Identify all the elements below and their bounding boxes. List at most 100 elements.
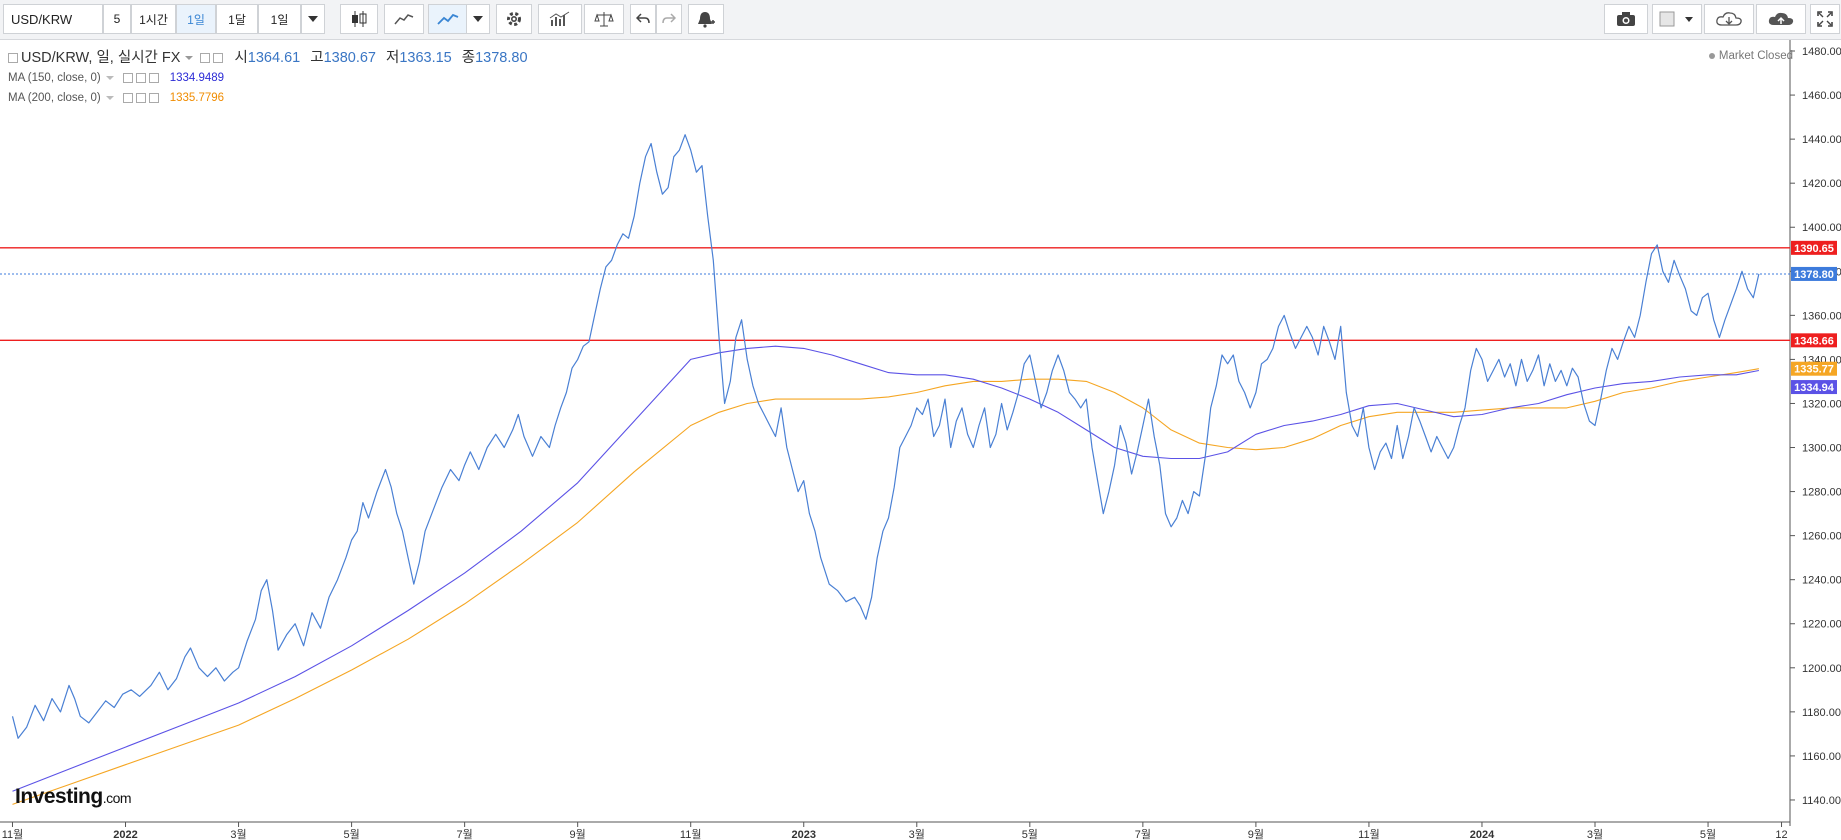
y-tick-label: 1140.00 xyxy=(1802,795,1841,807)
cloud-load-button[interactable] xyxy=(1704,4,1754,34)
y-tick-label: 1280.00 xyxy=(1802,487,1841,499)
x-tick-label: 3월 xyxy=(1587,828,1603,840)
candlestick-chart-button[interactable] xyxy=(340,4,378,34)
collapse-legend-icon[interactable] xyxy=(8,53,18,63)
x-axis[interactable]: 11월 2022 3월 5월 7월 9월 11월 2023 3월 5월 7월 9월 11월 2024 3월 5… xyxy=(2,822,1788,840)
settings-button[interactable] xyxy=(496,4,532,34)
gear-icon[interactable] xyxy=(213,53,224,63)
y-tick-label: 1480.00 xyxy=(1802,46,1841,58)
chevron-down-icon xyxy=(308,16,318,22)
line-chart-icon xyxy=(437,13,459,25)
x-tick-label: 5월 xyxy=(1022,828,1038,840)
legend-ma150-row: MA (150, close, 0) 1334.9489 xyxy=(8,69,528,87)
close-label: 종 xyxy=(461,50,476,66)
compare-button[interactable] xyxy=(584,4,624,34)
screenshot-button[interactable] xyxy=(1604,4,1648,34)
undo-button[interactable] xyxy=(630,4,656,34)
fullscreen-icon xyxy=(1817,11,1833,27)
y-tick-label: 1220.00 xyxy=(1802,619,1841,631)
x-tick-label: 2023 xyxy=(792,829,816,840)
redo-button[interactable] xyxy=(656,4,682,34)
high-value: 1380.67 xyxy=(323,50,376,66)
y-tick-label: 1240.00 xyxy=(1802,575,1841,587)
chart-frame xyxy=(0,40,1791,826)
y-tick-label: 1420.00 xyxy=(1802,178,1841,190)
chevron-down-icon xyxy=(473,16,483,22)
legend-main-row: USD/KRW, 일, 실시간 FX 시 1364.61 고 1380.67 저… xyxy=(8,49,528,67)
gear-icon[interactable] xyxy=(135,93,146,103)
fullscreen-button[interactable] xyxy=(1810,4,1840,34)
chevron-down-icon[interactable] xyxy=(105,74,115,82)
open-label: 시 xyxy=(234,50,248,66)
area-chart-icon xyxy=(394,14,414,25)
eye-icon[interactable] xyxy=(122,73,133,83)
y-tick-label: 1160.00 xyxy=(1802,751,1841,763)
current-price-tag-box xyxy=(1791,266,1837,281)
series-line-ma150 xyxy=(12,345,1760,792)
logo-main: Investing xyxy=(15,785,103,808)
series-line-ma200 xyxy=(12,368,1759,805)
interval-1hour-button[interactable]: 1시간 xyxy=(131,4,176,34)
price-tags: 1390.65 1348.66 1378.80 1335.77 1334.94 xyxy=(1791,240,1837,395)
close-icon[interactable] xyxy=(148,73,159,83)
y-tick-label: 1360.00 xyxy=(1802,310,1841,322)
x-tick-label: 11월 xyxy=(1358,828,1380,840)
x-tick-label: 11월 xyxy=(680,828,702,840)
y-tick-label: 1320.00 xyxy=(1802,398,1841,410)
y-tick-label: 1260.00 xyxy=(1802,531,1841,543)
ma200-price-tag-box xyxy=(1791,361,1837,376)
y-axis[interactable]: 1140.00 1160.00 1180.00 1200.00 1220.00 1240.… xyxy=(1790,46,1841,807)
eye-icon[interactable] xyxy=(200,53,211,63)
ma150-value: 1334.9489 xyxy=(169,72,225,84)
y-tick-label: 1200.00 xyxy=(1802,663,1841,675)
support-price-tag-text: 1348.66 xyxy=(1794,335,1834,347)
y-tick-label: 1440.00 xyxy=(1802,134,1841,146)
legend-title: USD/KRW, 일, 실시간 FX xyxy=(21,50,181,66)
market-status-text: Market Closed xyxy=(1718,50,1793,62)
cloud-save-button[interactable] xyxy=(1756,4,1806,34)
high-label: 고 xyxy=(310,50,324,66)
gear-icon[interactable] xyxy=(135,73,146,83)
series-layer xyxy=(11,134,1760,805)
interval-input[interactable]: 5 xyxy=(103,4,131,34)
interval-1month-button[interactable]: 1달 xyxy=(216,4,258,34)
interval-1week-button[interactable]: 1일 xyxy=(258,4,301,34)
alert-button[interactable] xyxy=(688,4,724,34)
x-tick-label: 11월 xyxy=(2,828,24,840)
redo-icon xyxy=(662,13,676,24)
current-price-tag-text: 1378.80 xyxy=(1794,269,1834,281)
eye-icon[interactable] xyxy=(122,93,133,103)
camera-icon xyxy=(1617,12,1635,26)
low-label: 저 xyxy=(385,50,400,66)
chart-type-dropdown-button[interactable] xyxy=(466,4,490,34)
close-icon[interactable] xyxy=(148,93,159,103)
indicators-button[interactable] xyxy=(538,4,582,34)
low-value: 1363.15 xyxy=(399,50,452,66)
candlestick-icon xyxy=(352,11,367,27)
x-tick-label: 7월 xyxy=(1135,828,1151,840)
symbol-input[interactable]: USD/KRW xyxy=(3,4,103,34)
support-price-tag-box xyxy=(1791,240,1837,255)
logo-suffix: .com xyxy=(102,790,132,806)
x-tick-label: 9월 xyxy=(1248,828,1264,840)
y-tick-label: 1180.00 xyxy=(1802,707,1841,719)
ma200-label: MA (200, close, 0) xyxy=(8,92,101,104)
interval-1day-button[interactable]: 1일 xyxy=(176,4,216,34)
toolbar: USD/KRW 5 1시간 1일 1달 1일 xyxy=(0,0,1841,40)
cloud-upload-icon xyxy=(1768,12,1794,25)
ma200-price-tag-text: 1335.77 xyxy=(1794,364,1834,376)
line-chart-button[interactable] xyxy=(384,4,424,34)
bell-plus-icon xyxy=(698,12,715,28)
chevron-down-icon[interactable] xyxy=(184,54,194,62)
y-tick-label: 1300.00 xyxy=(1802,443,1841,455)
x-tick-label: 9월 xyxy=(570,828,586,840)
interval-dropdown-button[interactable] xyxy=(301,4,325,34)
ma150-price-tag-box xyxy=(1791,380,1837,395)
color-picker-button[interactable] xyxy=(1652,4,1702,34)
chevron-down-icon[interactable] xyxy=(105,94,115,102)
x-tick-label: 7월 xyxy=(457,828,473,840)
investing-logo: Investing.com xyxy=(15,785,132,809)
gear-icon xyxy=(507,12,521,26)
support-price-tag-text: 1390.65 xyxy=(1794,243,1834,255)
